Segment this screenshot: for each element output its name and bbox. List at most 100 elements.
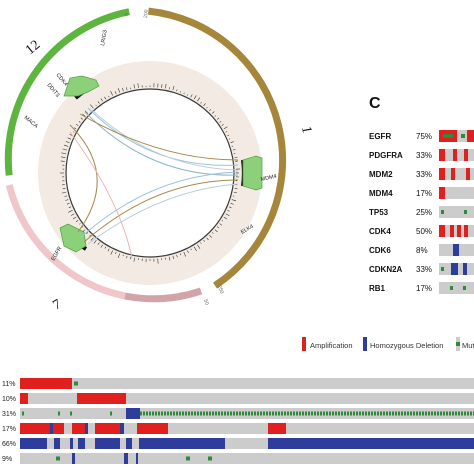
- copy-number-tick: [172, 255, 175, 260]
- gene-name: CDKN2A: [369, 265, 403, 274]
- alteration-mark: [146, 411, 148, 416]
- gene-percent: 25%: [416, 208, 432, 217]
- gene-label-elk4: ELK4: [240, 224, 255, 236]
- alteration-mark: [410, 411, 412, 416]
- alteration-mark: [463, 286, 466, 290]
- copy-number-tick: [230, 141, 234, 144]
- copy-number-tick: [137, 83, 139, 88]
- gene-label-mdm4: MDM4: [260, 174, 277, 183]
- alteration-mark: [218, 411, 220, 416]
- alteration-mark: [164, 411, 166, 416]
- oncoprint-row-percent: 10%: [2, 396, 16, 403]
- alteration-mark: [458, 411, 460, 416]
- copy-number-tick: [60, 160, 65, 162]
- copy-number-tick: [66, 202, 70, 205]
- alteration-mark: [173, 411, 175, 416]
- copy-number-tick: [100, 244, 103, 248]
- copy-number-tick: [110, 90, 113, 96]
- alteration-mark: [120, 423, 124, 434]
- copy-number-tick: [82, 113, 86, 117]
- copy-number-tick: [93, 240, 97, 244]
- gene-name: MDM4: [369, 189, 393, 198]
- alteration-mark: [350, 411, 352, 416]
- copy-number-tick: [126, 255, 128, 259]
- copy-number-tick: [165, 83, 167, 89]
- oncoprint-row-percent: 9%: [2, 456, 12, 463]
- link-egfr-mdm4-2: [83, 179, 239, 243]
- alteration-mark: [362, 411, 364, 416]
- alteration-mark: [269, 411, 271, 416]
- alteration-mark: [326, 411, 328, 416]
- alteration-mark: [398, 411, 400, 416]
- alteration-mark: [467, 130, 474, 142]
- copy-number-tick: [183, 251, 186, 257]
- tick-label-bottom-a: 250: [216, 285, 225, 295]
- alteration-mark: [20, 438, 47, 449]
- copy-number-tick: [114, 91, 117, 95]
- chromosome-label-12: 12: [23, 38, 43, 58]
- gene-label-maca: MACA: [23, 115, 39, 130]
- alteration-mark: [452, 411, 454, 416]
- alteration-mark: [353, 411, 355, 416]
- alteration-mark: [383, 411, 385, 416]
- alteration-mark: [78, 438, 85, 449]
- gene-percent: 8%: [416, 246, 428, 255]
- gene-name: CDK4: [369, 227, 391, 236]
- copy-number-tick: [78, 121, 81, 123]
- alteration-mark: [317, 411, 319, 416]
- alteration-mark: [20, 393, 28, 404]
- alteration-mark: [368, 411, 370, 416]
- copy-number-tick: [117, 88, 121, 93]
- alteration-mark: [272, 411, 274, 416]
- gene-track: [439, 187, 474, 199]
- alteration-mark: [85, 423, 88, 434]
- alteration-mark: [197, 411, 199, 416]
- gene-name: TP53: [369, 208, 389, 217]
- legend-swatch-mutation-mark: [456, 342, 460, 346]
- alteration-mark: [143, 411, 145, 416]
- alteration-mark: [281, 411, 283, 416]
- alteration-mark: [215, 411, 217, 416]
- oncoprint-row-track: [20, 393, 474, 404]
- gene-track: [439, 282, 474, 294]
- link-cdk4-mdm4-1: [87, 107, 239, 166]
- alteration-mark: [257, 411, 259, 416]
- legend-swatch-amplification: [302, 337, 306, 351]
- copy-number-tick: [183, 92, 185, 95]
- copy-number-tick: [227, 134, 230, 136]
- alteration-mark: [194, 411, 196, 416]
- copy-number-tick: [214, 115, 216, 117]
- legend-label-deletion: Homozygous Deletion: [370, 341, 443, 350]
- alteration-mark: [22, 411, 24, 416]
- copy-number-tick: [107, 248, 110, 252]
- alteration-mark: [365, 411, 367, 416]
- panel-c-label: C: [369, 95, 381, 112]
- alteration-mark: [305, 411, 307, 416]
- alteration-mark: [450, 225, 454, 237]
- copy-number-tick: [225, 213, 230, 216]
- alteration-mark: [371, 411, 373, 416]
- oncoprint-row-percent: 11%: [2, 381, 16, 388]
- alteration-mark: [95, 423, 120, 434]
- gene-percent: 50%: [416, 227, 432, 236]
- alteration-mark: [407, 411, 409, 416]
- link-ddit3-mdm4: [79, 113, 239, 161]
- copy-number-tick: [70, 213, 75, 216]
- legend-label-mutation: Mut: [462, 341, 474, 350]
- copy-number-tick: [193, 246, 197, 252]
- copy-number-tick: [117, 253, 121, 259]
- copy-number-tick: [115, 251, 117, 254]
- alteration-mark: [356, 411, 358, 416]
- copy-number-tick: [76, 124, 79, 126]
- chromosome-7-arc-light: [5, 184, 126, 300]
- alteration-mark: [457, 225, 461, 237]
- alteration-mark: [296, 411, 298, 416]
- copy-number-tick: [211, 232, 214, 234]
- alteration-mark: [439, 187, 445, 199]
- copy-number-tick: [67, 137, 72, 140]
- copy-number-tick: [203, 103, 206, 106]
- alteration-mark: [53, 423, 64, 434]
- fusion-links: [69, 107, 239, 259]
- oncoprint-row-percent: 17%: [2, 426, 16, 433]
